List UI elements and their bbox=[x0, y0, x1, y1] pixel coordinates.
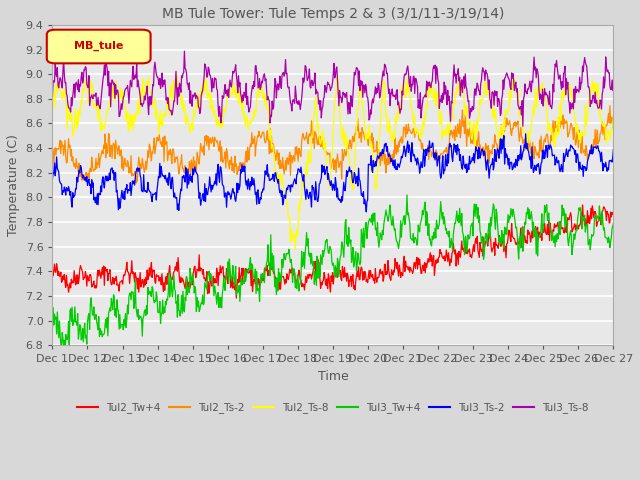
X-axis label: Time: Time bbox=[317, 370, 348, 383]
Y-axis label: Temperature (C): Temperature (C) bbox=[7, 134, 20, 236]
Legend: Tul2_Tw+4, Tul2_Ts-2, Tul2_Ts-8, Tul3_Tw+4, Tul3_Ts-2, Tul3_Ts-8: Tul2_Tw+4, Tul2_Ts-2, Tul2_Ts-8, Tul3_Tw… bbox=[73, 398, 593, 418]
Title: MB Tule Tower: Tule Temps 2 & 3 (3/1/11-3/19/14): MB Tule Tower: Tule Temps 2 & 3 (3/1/11-… bbox=[162, 7, 504, 21]
Text: MB_tule: MB_tule bbox=[74, 41, 124, 51]
FancyBboxPatch shape bbox=[47, 30, 150, 63]
